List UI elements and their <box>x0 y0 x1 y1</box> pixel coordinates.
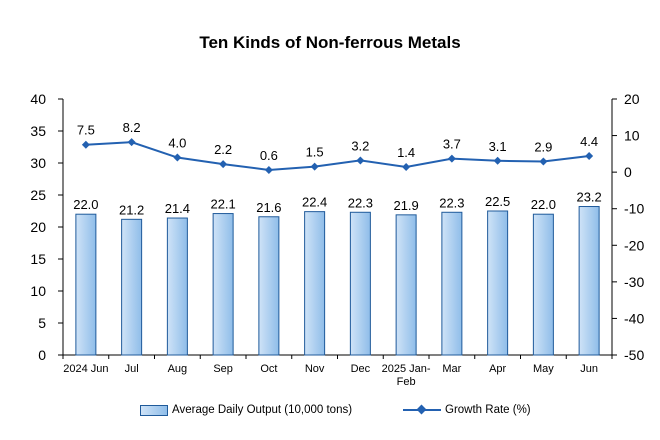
growth-rate-label: 4.4 <box>580 134 598 149</box>
bar-value-label: 22.5 <box>485 194 510 209</box>
bar <box>395 214 417 356</box>
y-right-tick-label: -10 <box>624 201 644 217</box>
growth-rate-point <box>310 162 319 171</box>
x-tick-label: Dec <box>351 363 371 375</box>
x-tick-label: Aug <box>168 363 188 375</box>
bar-value-label: 21.2 <box>119 202 144 217</box>
bar-value-label: 22.0 <box>73 197 98 212</box>
y-left-tick-label: 20 <box>30 219 46 235</box>
growth-rate-point <box>264 165 273 174</box>
growth-rate-point <box>81 140 90 149</box>
growth-rate-point <box>493 156 502 165</box>
legend-swatch-line <box>403 404 441 415</box>
growth-rate-point <box>127 138 136 147</box>
bar-value-label: 22.1 <box>210 197 235 212</box>
x-tick-label: Sep <box>213 363 233 375</box>
growth-rate-line <box>85 141 590 171</box>
growth-rate-label: 4.0 <box>168 136 186 151</box>
x-tick-label: Oct <box>260 363 277 375</box>
y-left-tick-label: 40 <box>30 91 46 107</box>
legend-item-line: Growth Rate (%) <box>403 404 531 416</box>
growth-rate-label: 2.2 <box>214 142 232 157</box>
growth-rate-label: 0.6 <box>260 148 278 163</box>
y-right-tick-label: -20 <box>624 237 644 253</box>
growth-rate-point <box>447 154 456 163</box>
bar-value-label: 23.2 <box>576 190 601 205</box>
x-tick-label: 2025 Jan-Feb <box>382 363 431 388</box>
bar <box>349 211 371 356</box>
bar <box>441 211 463 356</box>
bar-value-label: 22.3 <box>439 195 464 210</box>
chart-title: Ten Kinds of Non-ferrous Metals <box>199 33 461 52</box>
growth-rate-label: 8.2 <box>123 120 141 135</box>
bar <box>121 218 143 356</box>
y-left-tick-label: 10 <box>30 283 46 299</box>
bar-value-label: 21.9 <box>393 198 418 213</box>
y-left-tick-label: 5 <box>38 315 46 331</box>
growth-rate-label: 3.1 <box>489 139 507 154</box>
growth-rate-label: 7.5 <box>77 123 95 138</box>
bar <box>304 211 326 356</box>
growth-rate-label: 1.5 <box>306 145 324 160</box>
growth-rate-label: 3.7 <box>443 137 461 152</box>
x-tick-label: May <box>533 363 554 375</box>
y-left-tick-label: 30 <box>30 155 46 171</box>
bar-value-label: 21.6 <box>256 200 281 215</box>
growth-rate-point <box>585 152 594 161</box>
x-tick-label: Apr <box>489 363 506 375</box>
growth-rate-label: 3.2 <box>351 138 369 153</box>
bar <box>166 217 188 356</box>
x-tick-label: Jun <box>580 363 598 375</box>
legend-swatch-bars <box>140 404 168 416</box>
growth-rate-point <box>219 160 228 169</box>
bar <box>532 213 554 356</box>
x-tick-label: 2024 Jun <box>63 363 108 375</box>
growth-rate-point <box>402 163 411 172</box>
y-right-tick-label: -30 <box>624 274 644 290</box>
growth-rate-label: 2.9 <box>534 140 552 155</box>
y-left-tick-label: 0 <box>38 347 46 363</box>
bar <box>212 213 234 356</box>
y-left-tick-label: 25 <box>30 187 46 203</box>
growth-rate-point <box>539 157 548 166</box>
y-right-tick-label: -40 <box>624 310 644 326</box>
y-left-tick-label: 35 <box>30 123 46 139</box>
y-right-tick-label: 0 <box>624 164 632 180</box>
growth-rate-point <box>173 153 182 162</box>
bar <box>578 206 600 356</box>
legend-item-bars: Average Daily Output (10,000 tons) <box>140 404 352 416</box>
legend-label-line: Growth Rate (%) <box>445 404 531 416</box>
y-left-tick-label: 15 <box>30 251 46 267</box>
x-tick-label: Mar <box>442 363 461 375</box>
y-right-tick-label: 10 <box>624 128 640 144</box>
bar <box>75 213 97 356</box>
bar-value-label: 21.4 <box>165 201 190 216</box>
bar-value-label: 22.4 <box>302 195 327 210</box>
y-right-tick-label: 20 <box>624 91 640 107</box>
bar-value-label: 22.0 <box>531 197 556 212</box>
growth-rate-point <box>356 156 365 165</box>
bar <box>487 210 509 356</box>
growth-rate-label: 1.4 <box>397 145 415 160</box>
bar <box>258 216 280 356</box>
legend-label-bars: Average Daily Output (10,000 tons) <box>172 404 353 416</box>
bar-value-label: 22.3 <box>348 195 373 210</box>
x-tick-label: Jul <box>125 363 139 375</box>
x-tick-label: Nov <box>305 363 325 375</box>
y-right-tick-label: -50 <box>624 347 644 363</box>
